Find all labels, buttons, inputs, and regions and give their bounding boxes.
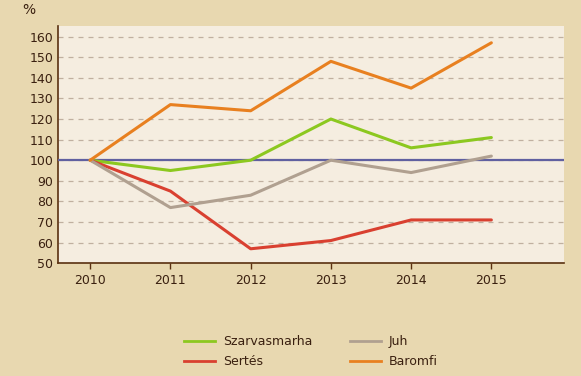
Legend: Szarvasmarha, Sertés, Juh, Baromfi: Szarvasmarha, Sertés, Juh, Baromfi: [178, 329, 444, 374]
Text: %: %: [23, 3, 36, 17]
